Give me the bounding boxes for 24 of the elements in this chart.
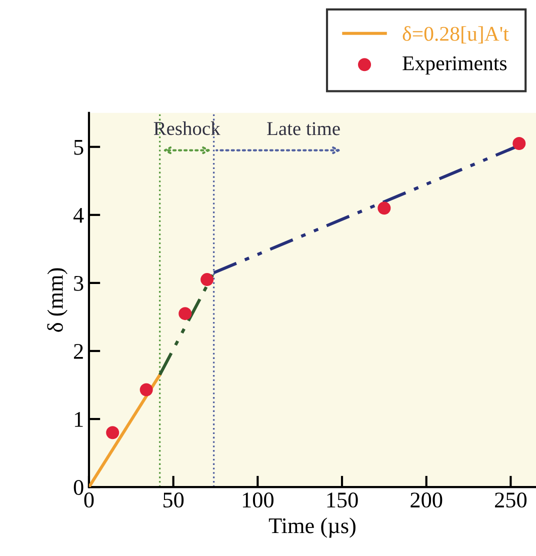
annotation: Reshock	[154, 121, 220, 136]
x-tick-label: 150	[327, 492, 358, 508]
x-tick-label: 100	[242, 492, 274, 508]
x-tick-label: 200	[410, 492, 442, 508]
y-tick-label: 3	[74, 276, 84, 291]
legend-label: δ=0.28[u]A't	[402, 26, 509, 44]
y-axis-title: δ (mm)	[47, 268, 68, 332]
y-tick-label: 4	[73, 208, 84, 223]
y-tick-label: 0	[74, 480, 84, 495]
x-tick-label: 0	[84, 492, 94, 508]
x-tick-label: 50	[164, 492, 184, 508]
point	[140, 383, 153, 396]
y-tick-label: 1	[74, 412, 83, 427]
point	[512, 136, 526, 150]
y-tick-label: 2	[74, 344, 83, 359]
x-axis-title: Time (µs)	[268, 518, 356, 538]
x-tick-label: 250	[495, 492, 527, 508]
point	[178, 307, 192, 320]
y-tick-label: 5	[74, 140, 84, 155]
point	[200, 273, 214, 286]
point	[106, 426, 120, 440]
annotation: Late time	[267, 122, 340, 136]
point	[378, 202, 391, 215]
legend-label: Experiments	[402, 56, 507, 75]
